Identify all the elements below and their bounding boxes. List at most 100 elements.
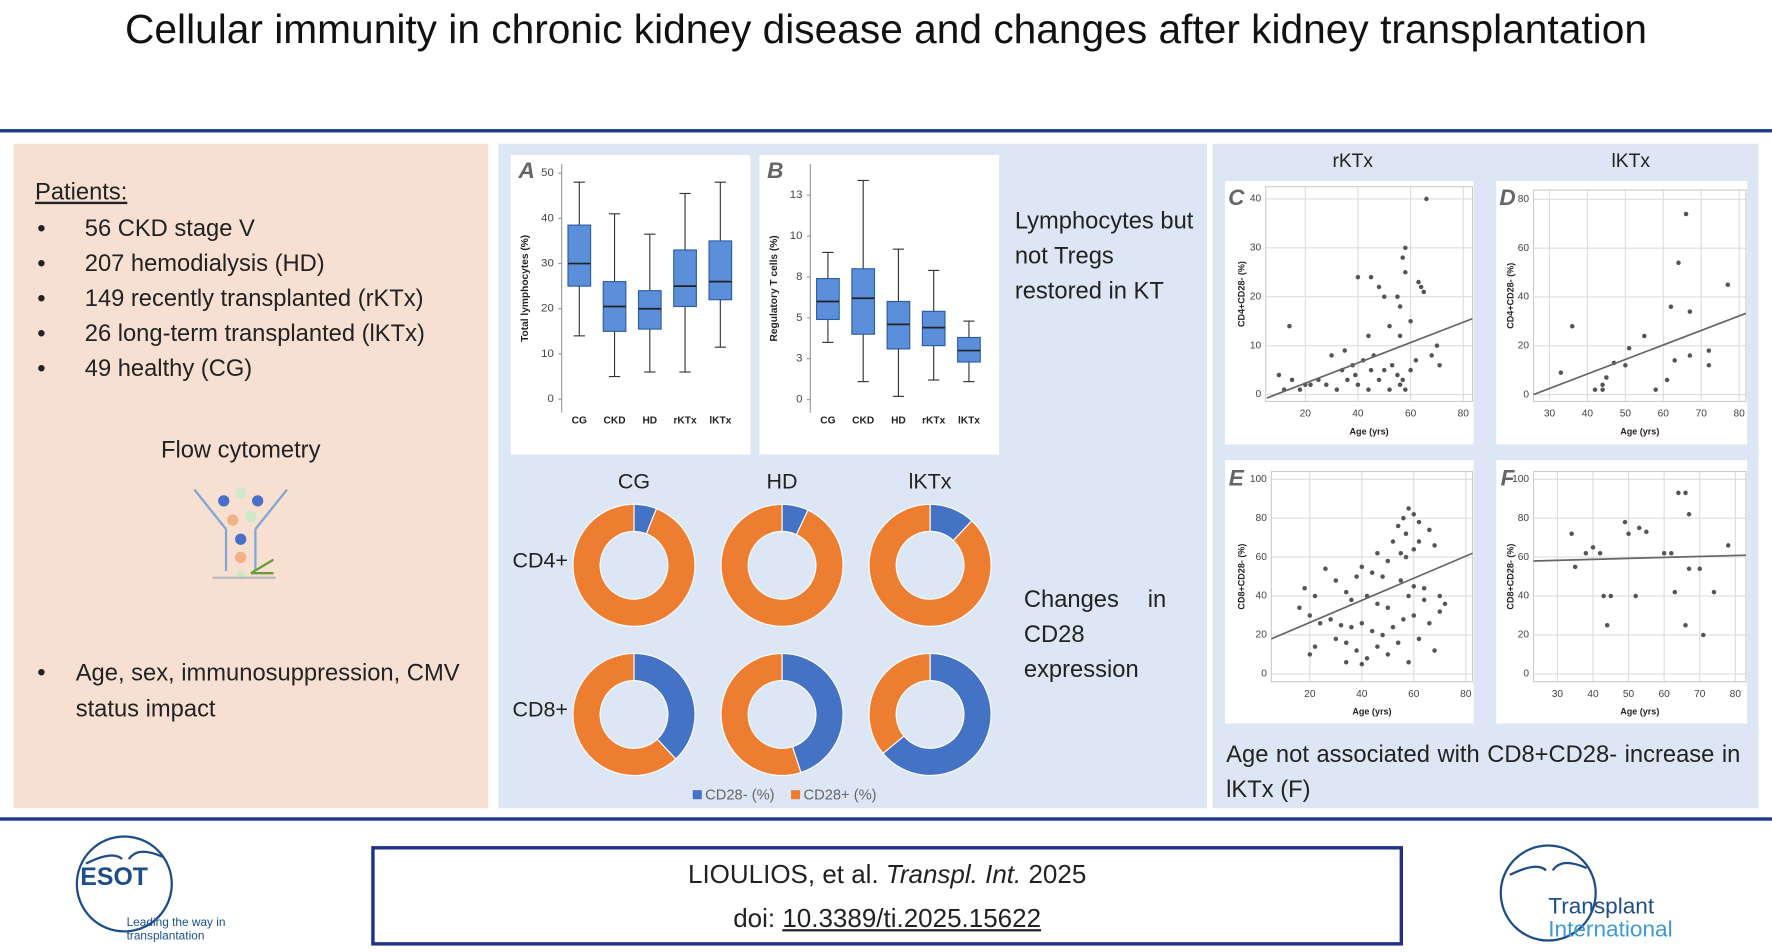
point <box>1380 632 1385 638</box>
panel-label: D <box>1499 185 1515 210</box>
bullet: • <box>37 660 45 686</box>
y-tick-label: 0 <box>547 393 553 405</box>
x-tick-label: 40 <box>1352 409 1364 420</box>
x-tick-label: 40 <box>1582 409 1594 420</box>
plot-border <box>1532 189 1747 402</box>
y-tick-label: 100 <box>1512 474 1529 485</box>
point <box>1375 550 1380 556</box>
donut-segment <box>868 652 931 755</box>
donut-segment <box>868 503 992 627</box>
point <box>1600 387 1605 392</box>
x-tick-label: CG <box>820 415 835 426</box>
x-tick-label: 70 <box>1694 689 1706 700</box>
point <box>1297 387 1303 392</box>
finding-box: Changes in CD28 expression <box>1024 587 1166 683</box>
point <box>1653 387 1658 392</box>
point <box>1349 597 1354 603</box>
y-tick-label: 60 <box>1256 552 1268 563</box>
point <box>1397 333 1403 339</box>
point <box>1421 289 1427 295</box>
donut-segment <box>572 503 696 627</box>
x-tick-label: HD <box>891 415 906 426</box>
point <box>1385 605 1391 610</box>
x-axis-label: Age (yrs) <box>1352 707 1391 717</box>
point <box>1395 294 1400 300</box>
point <box>1725 543 1731 548</box>
point <box>1329 353 1334 358</box>
chart-frame <box>1496 460 1748 724</box>
plot-border <box>1270 470 1474 683</box>
point <box>1375 601 1380 607</box>
journal-name: Transplant <box>1548 894 1655 919</box>
point <box>1343 589 1349 595</box>
point <box>1345 377 1350 383</box>
column-title: rKTx <box>1332 151 1373 172</box>
y-tick-label: 40 <box>541 212 554 224</box>
point <box>1324 382 1329 388</box>
y-tick-label: 20 <box>541 303 554 315</box>
point <box>1569 531 1574 537</box>
patient-list: • 56 CKD stage V • 207 hemodialysis (HD) • 14… <box>37 216 425 382</box>
point <box>1601 593 1606 599</box>
y-tick-label: 30 <box>1250 243 1262 254</box>
point <box>1328 617 1333 622</box>
trend-line <box>1271 552 1473 640</box>
point <box>1725 282 1731 288</box>
point <box>1558 370 1564 375</box>
point <box>1434 343 1440 348</box>
point <box>1395 372 1400 378</box>
panel-label: C <box>1228 185 1245 210</box>
point <box>1403 387 1408 392</box>
doi-line: doi: 10.3389/ti.2025.15622 <box>384 896 1390 940</box>
point <box>1395 640 1401 646</box>
divider <box>0 817 1772 821</box>
box <box>567 224 592 287</box>
point <box>1437 609 1443 614</box>
point <box>1403 531 1409 537</box>
y-tick-label: 80 <box>1518 194 1530 205</box>
panel-label: E <box>1229 465 1245 490</box>
scatter-chart: E CD8+CD28- (%) Age (yrs) 0 20 40 60 80 100 20 40 6… <box>1229 465 1474 717</box>
point <box>1308 382 1313 388</box>
funnel-icon <box>193 487 288 580</box>
y-tick-label: 40 <box>1518 292 1530 303</box>
y-tick-label: 80 <box>1256 513 1268 524</box>
x-tick-label: 50 <box>1620 409 1632 420</box>
point <box>1403 245 1408 251</box>
y-tick-label: 10 <box>790 230 803 242</box>
point <box>1683 622 1688 628</box>
point <box>1342 348 1348 353</box>
bullet: • <box>37 216 45 242</box>
point <box>1706 363 1712 368</box>
bullet: • <box>37 321 45 347</box>
point <box>1359 621 1365 626</box>
point <box>1416 279 1421 285</box>
x-tick-label: 60 <box>1405 409 1417 420</box>
point <box>1590 545 1596 550</box>
y-axis-label: CD8+CD28- (%) <box>1505 544 1515 610</box>
doi-label: doi: <box>733 903 776 933</box>
point <box>1442 601 1448 607</box>
point <box>1421 585 1427 591</box>
point <box>1604 375 1609 380</box>
doi[interactable]: 10.3389/ti.2025.15622 <box>782 903 1042 933</box>
point <box>1403 270 1408 275</box>
patients-panel <box>13 143 489 809</box>
esot-logo <box>75 835 173 933</box>
x-tick-label: 60 <box>1408 689 1420 700</box>
y-axis-label: Regulatory T cells (%) <box>769 235 780 341</box>
year: 2025 <box>1028 859 1087 889</box>
x-tick-label: 20 <box>1304 689 1316 700</box>
point <box>1411 613 1417 618</box>
point <box>1706 348 1712 353</box>
point <box>1411 512 1417 517</box>
y-axis-label: CD4+CD28- (%) <box>1505 263 1515 329</box>
point <box>1626 531 1631 537</box>
point <box>1338 622 1344 628</box>
x-tick-label: CG <box>572 415 587 426</box>
point <box>1686 566 1692 572</box>
x-tick-label: 60 <box>1658 409 1670 420</box>
x-tick-label: 70 <box>1696 409 1708 420</box>
x-tick-label: 80 <box>1460 689 1472 700</box>
